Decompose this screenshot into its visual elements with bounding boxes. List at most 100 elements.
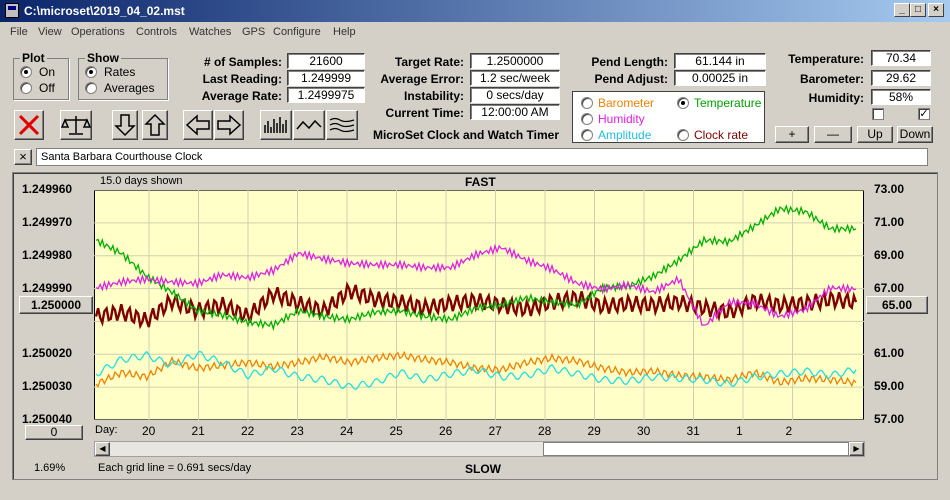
target-rate-label: Target Rate: bbox=[394, 55, 464, 69]
day-tick-label: 31 bbox=[686, 424, 700, 438]
arrow-down-button[interactable] bbox=[112, 110, 138, 140]
grid-note: Each grid line = 0.691 secs/day bbox=[98, 462, 252, 474]
up-button[interactable]: Up bbox=[857, 126, 893, 143]
scroll-right-arrow[interactable]: ▶ bbox=[849, 442, 864, 456]
multi-wave-button[interactable] bbox=[326, 110, 358, 140]
instability-label: Instability: bbox=[403, 89, 464, 103]
balance-button[interactable] bbox=[60, 110, 92, 140]
menu-configure[interactable]: Configure bbox=[273, 26, 321, 38]
left-axis-tick-label: 1.249970 bbox=[22, 214, 73, 229]
app-caption: MicroSet Clock and Watch Timer bbox=[372, 128, 560, 142]
menu-controls[interactable]: Controls bbox=[136, 26, 177, 38]
horizontal-scrollbar[interactable]: ◀ ▶ bbox=[94, 441, 865, 457]
temperature-option-label: Temperature bbox=[694, 96, 762, 110]
menu-watches[interactable]: Watches bbox=[189, 26, 232, 38]
title-bar: C:\microset\2019_04_02.mst _ □ × bbox=[0, 0, 950, 22]
right-axis-tick-label: 59.00 bbox=[874, 379, 905, 394]
day-tick-label: 21 bbox=[191, 424, 205, 438]
show-group: Show Rates Averages bbox=[78, 51, 168, 100]
pend-adjust-field: 0.00025 in bbox=[674, 70, 766, 86]
left-axis-tick-label: 1.250020 bbox=[22, 346, 73, 361]
clock-rate-radio[interactable] bbox=[677, 129, 689, 141]
right-axis-tick-label: 67.00 bbox=[874, 280, 905, 295]
menu-view[interactable]: View bbox=[38, 26, 62, 38]
fast-label: FAST bbox=[465, 175, 496, 189]
pend-adjust-label: Pend Adjust: bbox=[594, 72, 668, 86]
current-time-label: Current Time: bbox=[385, 106, 464, 120]
right-axis-tick-label: 61.00 bbox=[874, 346, 905, 361]
amplitude-radio[interactable] bbox=[581, 129, 593, 141]
minimize-button[interactable]: _ bbox=[894, 3, 910, 17]
stop-button[interactable] bbox=[14, 110, 44, 140]
humidity-label: Humidity: bbox=[808, 91, 864, 105]
last-reading-field: 1.249999 bbox=[287, 70, 365, 86]
zero-button[interactable]: 0 bbox=[25, 425, 83, 440]
temperature-radio[interactable] bbox=[677, 97, 689, 109]
plot-off-radio[interactable] bbox=[20, 82, 32, 94]
left-axis-tick-label: 1.250040 bbox=[22, 412, 73, 426]
right-axis-tick-label: 57.00 bbox=[874, 412, 905, 426]
show-averages-radio[interactable] bbox=[85, 82, 97, 94]
plot-on-label: On bbox=[39, 65, 56, 79]
menu-help[interactable]: Help bbox=[333, 26, 356, 38]
plot-on-radio[interactable] bbox=[20, 66, 32, 78]
maximize-button[interactable]: □ bbox=[910, 3, 926, 17]
right-axis-center-button[interactable]: 65.00 bbox=[866, 296, 928, 314]
clear-clock-button[interactable]: × bbox=[14, 149, 32, 165]
menu-gps[interactable]: GPS bbox=[242, 26, 266, 38]
barometer-radio[interactable] bbox=[581, 97, 593, 109]
plot-group: Plot On Off bbox=[13, 51, 69, 100]
day-tick-label: 28 bbox=[538, 424, 552, 438]
day-tick-label: 20 bbox=[142, 424, 156, 438]
samples-field: 21600 bbox=[287, 53, 365, 69]
average-rate-field: 1.2499975 bbox=[287, 87, 365, 103]
clock-name-field[interactable]: Santa Barbara Courthouse Clock bbox=[36, 148, 928, 166]
bar-chart-button[interactable] bbox=[260, 110, 292, 140]
right-axis-tick-label: 71.00 bbox=[874, 214, 905, 229]
stop-icon bbox=[18, 114, 40, 136]
series-line bbox=[95, 204, 857, 332]
arrow-up-icon bbox=[144, 113, 166, 136]
scroll-left-arrow[interactable]: ◀ bbox=[95, 442, 110, 456]
samples-label: # of Samples: bbox=[203, 55, 282, 69]
humidity-field: 58% bbox=[871, 89, 931, 105]
left-checkbox[interactable] bbox=[872, 108, 884, 120]
close-button[interactable]: × bbox=[928, 3, 944, 17]
scroll-thumb[interactable] bbox=[543, 442, 849, 456]
menu-operations[interactable]: Operations bbox=[71, 26, 125, 38]
rate-chart bbox=[94, 190, 864, 420]
multi-wave-icon bbox=[329, 117, 355, 133]
wave-icon bbox=[296, 119, 322, 130]
show-rates-radio[interactable] bbox=[85, 66, 97, 78]
arrow-left-button[interactable] bbox=[183, 110, 213, 140]
arrow-right-button[interactable] bbox=[214, 110, 244, 140]
bar-chart-icon bbox=[264, 117, 287, 133]
down-button[interactable]: Down bbox=[897, 126, 933, 143]
average-error-label: Average Error: bbox=[380, 72, 464, 86]
plot-grid bbox=[94, 190, 864, 420]
left-axis-center-button[interactable]: 1.250000 bbox=[19, 296, 93, 314]
pend-length-field: 61.144 in bbox=[674, 53, 766, 69]
show-rates-label: Rates bbox=[104, 65, 136, 79]
day-tick-label: 23 bbox=[290, 424, 304, 438]
right-axis-tick-label: 73.00 bbox=[874, 182, 905, 196]
wave-button[interactable] bbox=[293, 110, 325, 140]
minus-button[interactable]: — bbox=[814, 126, 852, 143]
last-reading-label: Last Reading: bbox=[202, 72, 282, 86]
day-axis-label: Day: bbox=[95, 424, 118, 436]
menu-bar: File View Operations Controls Watches GP… bbox=[0, 22, 950, 42]
arrow-up-button[interactable] bbox=[142, 110, 168, 140]
pend-length-label: Pend Length: bbox=[591, 55, 668, 69]
menu-file[interactable]: File bbox=[10, 26, 28, 38]
day-tick-label: 1 bbox=[736, 424, 743, 438]
percent-label: 1.69% bbox=[34, 462, 66, 474]
target-rate-field: 1.2500000 bbox=[470, 53, 560, 69]
day-tick-label: 22 bbox=[241, 424, 255, 438]
average-error-field: 1.2 sec/week bbox=[470, 70, 560, 86]
day-tick-label: 25 bbox=[389, 424, 403, 438]
plus-button[interactable]: + bbox=[775, 126, 809, 143]
barometer-option-label: Barometer bbox=[598, 96, 655, 110]
right-checkbox[interactable]: ✓ bbox=[918, 108, 930, 120]
humidity-radio[interactable] bbox=[581, 113, 593, 125]
humidity-option-label: Humidity bbox=[598, 112, 645, 126]
